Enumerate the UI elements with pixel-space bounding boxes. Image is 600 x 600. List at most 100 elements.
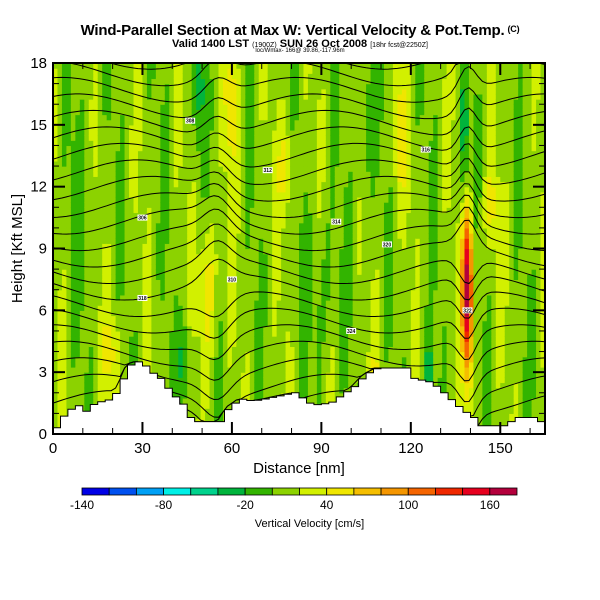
velocity-cell xyxy=(133,155,139,162)
velocity-cell xyxy=(75,238,81,244)
velocity-cell xyxy=(120,135,126,141)
velocity-cell xyxy=(299,171,305,177)
velocity-cell xyxy=(227,330,233,337)
velocity-cell xyxy=(281,274,287,281)
velocity-cell xyxy=(182,289,188,296)
velocity-cell xyxy=(205,248,211,255)
velocity-cell xyxy=(249,155,255,162)
velocity-cell xyxy=(276,320,282,327)
velocity-cell xyxy=(240,160,246,167)
velocity-cell xyxy=(334,238,340,244)
velocity-cell xyxy=(151,341,157,347)
velocity-cell xyxy=(276,346,282,353)
velocity-cell xyxy=(330,202,336,208)
velocity-cell xyxy=(196,212,202,219)
velocity-cell xyxy=(325,233,331,239)
velocity-cell xyxy=(303,372,309,378)
velocity-cell xyxy=(178,397,184,404)
velocity-cell xyxy=(352,73,358,80)
velocity-cell xyxy=(146,166,152,172)
velocity-cell xyxy=(321,181,327,188)
velocity-cell xyxy=(160,78,166,85)
velocity-cell xyxy=(267,294,273,301)
velocity-cell xyxy=(155,191,161,198)
velocity-cell xyxy=(173,274,179,281)
velocity-cell xyxy=(151,356,157,363)
velocity-cell xyxy=(151,104,157,110)
velocity-cell xyxy=(334,202,340,208)
velocity-cell xyxy=(227,341,233,347)
velocity-cell xyxy=(57,227,63,234)
velocity-cell xyxy=(227,68,233,74)
velocity-cell xyxy=(88,361,94,368)
velocity-cell xyxy=(285,212,291,219)
velocity-cell xyxy=(209,186,215,193)
velocity-cell xyxy=(205,104,211,110)
velocity-cell xyxy=(245,83,251,90)
velocity-cell xyxy=(191,310,197,317)
velocity-cell xyxy=(303,181,309,188)
velocity-cell xyxy=(133,269,139,275)
velocity-cell xyxy=(155,83,161,90)
velocity-cell xyxy=(227,207,233,214)
velocity-cell xyxy=(312,341,318,347)
velocity-cell xyxy=(155,114,161,121)
velocity-cell xyxy=(88,269,94,275)
velocity-cell xyxy=(303,191,309,198)
velocity-cell xyxy=(236,129,242,136)
velocity-cell xyxy=(294,129,300,136)
velocity-cell xyxy=(316,114,322,121)
velocity-cell xyxy=(169,93,175,100)
velocity-cell xyxy=(160,356,166,363)
velocity-cell xyxy=(84,403,90,409)
velocity-cell xyxy=(281,269,287,275)
velocity-cell xyxy=(214,289,220,296)
velocity-cell xyxy=(88,325,94,332)
velocity-cell xyxy=(263,88,269,95)
velocity-cell xyxy=(209,397,215,404)
velocity-cell xyxy=(102,341,108,347)
velocity-cell xyxy=(191,160,197,167)
velocity-cell xyxy=(200,356,206,363)
velocity-cell xyxy=(272,325,278,332)
velocity-cell xyxy=(312,186,318,193)
velocity-cell xyxy=(254,238,260,244)
velocity-cell xyxy=(187,114,193,121)
velocity-cell xyxy=(254,191,260,198)
velocity-cell xyxy=(169,258,175,265)
velocity-cell xyxy=(272,186,278,193)
velocity-cell xyxy=(191,217,197,224)
velocity-cell xyxy=(111,382,117,389)
velocity-cell xyxy=(169,382,175,389)
velocity-cell xyxy=(102,73,108,80)
velocity-cell xyxy=(290,207,296,214)
velocity-cell xyxy=(267,269,273,275)
velocity-cell xyxy=(200,310,206,317)
velocity-cell xyxy=(66,171,72,177)
velocity-cell xyxy=(290,212,296,219)
velocity-cell xyxy=(142,114,148,121)
velocity-cell xyxy=(299,346,305,353)
velocity-cell xyxy=(93,114,99,121)
velocity-cell xyxy=(187,176,193,183)
velocity-cell xyxy=(155,325,161,332)
velocity-cell xyxy=(330,129,336,136)
velocity-cell xyxy=(97,320,103,327)
velocity-cell xyxy=(66,305,72,311)
velocity-cell xyxy=(245,346,251,353)
velocity-cell xyxy=(321,305,327,311)
velocity-cell xyxy=(93,119,99,126)
velocity-cell xyxy=(240,377,246,384)
velocity-cell xyxy=(53,99,59,105)
velocity-cell xyxy=(205,78,211,85)
velocity-cell xyxy=(352,227,358,234)
velocity-cell xyxy=(93,392,99,399)
velocity-cell xyxy=(276,83,282,90)
velocity-cell xyxy=(290,341,296,347)
velocity-cell xyxy=(263,248,269,255)
velocity-cell xyxy=(70,372,76,378)
velocity-cell xyxy=(66,191,72,198)
velocity-cell xyxy=(151,186,157,193)
velocity-cell xyxy=(155,269,161,275)
velocity-cell xyxy=(272,263,278,270)
